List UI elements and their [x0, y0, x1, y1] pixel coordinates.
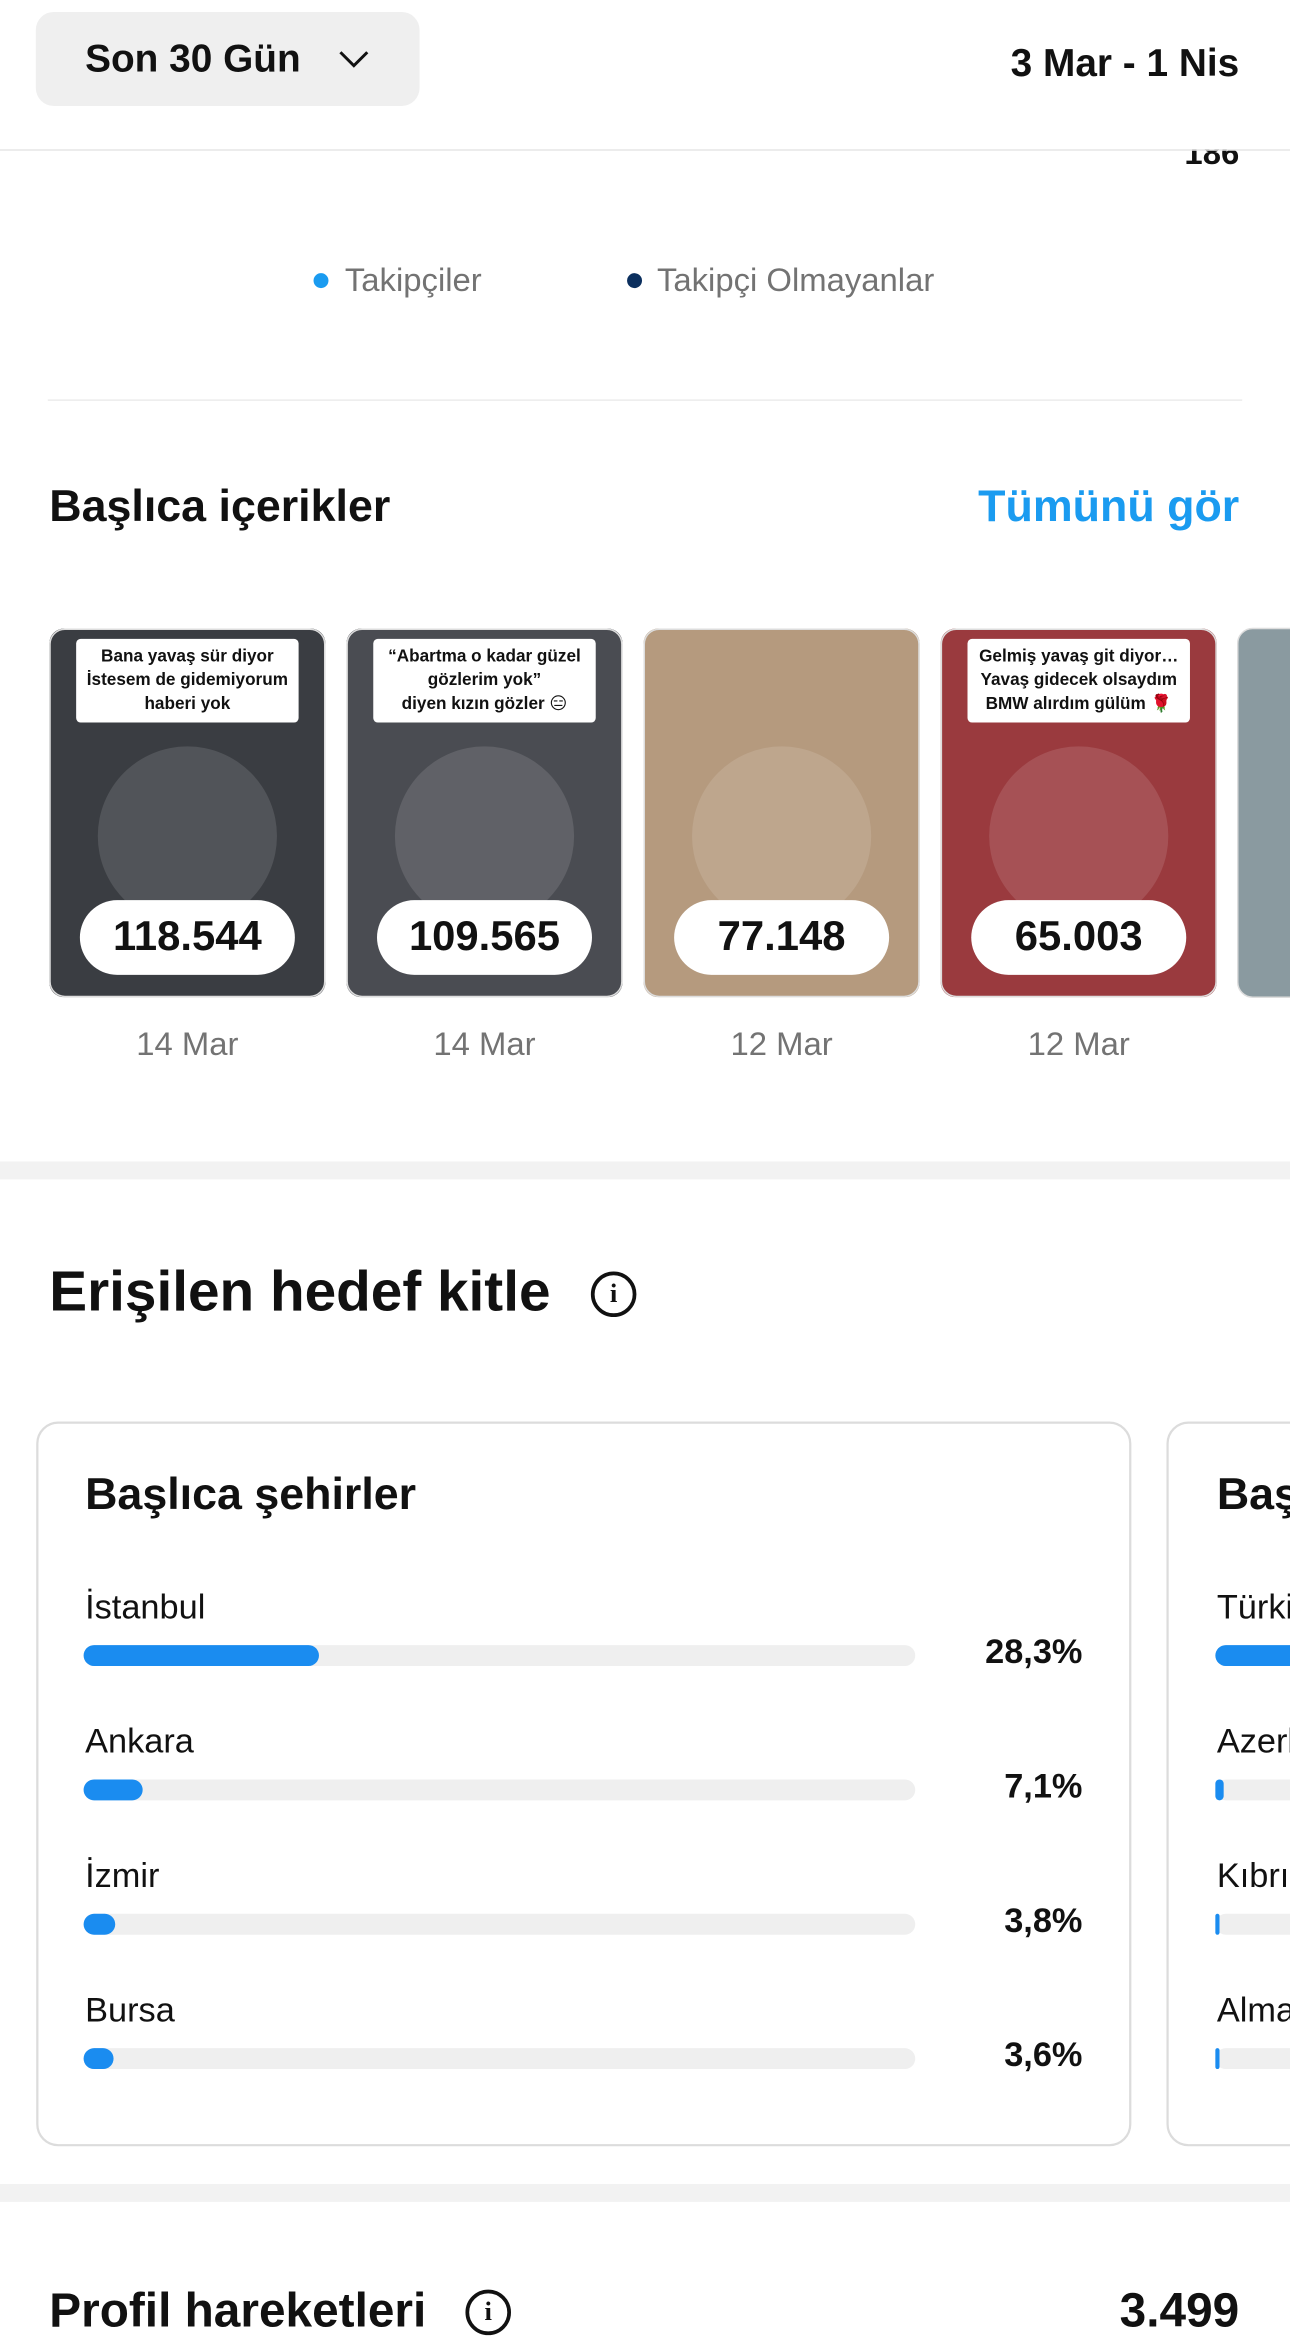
bar — [1215, 2048, 1220, 2070]
thumbnail[interactable]: 77.148 — [643, 628, 920, 998]
bar-value: 3,8% — [1004, 1902, 1082, 1940]
thumbnail-shape — [989, 746, 1169, 926]
bar-label: Kıbrıs — [1217, 1857, 1290, 1895]
section-gap — [0, 2184, 1290, 2202]
bar-label: Ankara — [85, 1723, 195, 1761]
thumbnail-shape — [692, 746, 872, 926]
thumbnail-border — [643, 628, 920, 998]
caption-line: BMW alırdım gülüm 🌹 — [986, 692, 1172, 713]
section-title: Başlıca içerikler — [49, 481, 390, 531]
item-value: 77.148 — [718, 912, 846, 959]
bar-label: İzmir — [85, 1856, 159, 1895]
thumbnail-border — [346, 628, 623, 998]
caption-line: Bana yavaş sür diyor — [101, 645, 274, 665]
thumbnail-shape — [394, 746, 575, 926]
legend-label: Takipçiler — [345, 261, 482, 298]
section-title: Profil hareketleri — [49, 2285, 426, 2338]
bar-track — [83, 1779, 916, 1801]
info-glyph[interactable]: i — [610, 1278, 618, 1308]
caption-line: gözlerim yok” — [428, 669, 541, 689]
period-label[interactable]: Son 30 Gün — [85, 37, 301, 80]
bar — [1215, 1645, 1290, 1666]
value-pill — [376, 900, 592, 975]
section-title: Erişilen hedef kitle — [49, 1261, 550, 1324]
caption-bg — [76, 638, 299, 723]
thumbnail-shape — [97, 746, 277, 926]
thumbnail[interactable]: “Abartma o kadar güzel gözlerim yok” diyen… — [346, 628, 623, 998]
period-dropdown[interactable] — [35, 11, 420, 106]
bar-value: 3,6% — [1004, 2036, 1082, 2074]
bar-label: Bursa — [85, 1991, 176, 2029]
item-value: 118.544 — [113, 912, 263, 959]
section-gap — [0, 1161, 1290, 1180]
bar — [83, 1913, 116, 1935]
thumbnail-border — [940, 628, 1217, 998]
bar-label: Azerbaycan — [1217, 1723, 1290, 1761]
item-date: 14 Mar — [433, 1025, 535, 1062]
bar-track — [1215, 1779, 1290, 1801]
card-title: Başlıca şehirler — [85, 1469, 416, 1519]
bar — [83, 1645, 319, 1666]
caption-line: haberi yok — [144, 693, 230, 713]
value-pill — [79, 900, 295, 975]
value-pill — [971, 900, 1187, 975]
thumbnail[interactable]: Bana yavaş sür diyor İstesem de gidemiyor… — [49, 628, 326, 998]
chevron[interactable] — [339, 51, 369, 68]
caption-line: Yavaş gidecek olsaydım — [980, 669, 1176, 689]
bar-label: Almanya — [1217, 1991, 1290, 2029]
bar — [83, 2048, 114, 2070]
thumbnail-border — [49, 628, 326, 998]
bar — [1215, 1779, 1224, 1801]
legend-label: Takipçi Olmayanlar — [657, 261, 934, 298]
caption-bg — [967, 638, 1190, 723]
info-glyph[interactable]: i — [484, 2296, 492, 2326]
profile-value: 3.499 — [1120, 2285, 1240, 2338]
bar-value: 7,1% — [1004, 1767, 1082, 1805]
see-all[interactable]: Tümünü gör — [978, 481, 1239, 531]
value-pill — [674, 900, 890, 975]
item-value: 65.003 — [1015, 912, 1143, 959]
bar-value: 28,3% — [985, 1633, 1082, 1671]
bar — [83, 1779, 143, 1801]
item-date: 12 Mar — [1028, 1025, 1130, 1062]
bar — [1215, 1913, 1220, 1935]
info-icon[interactable] — [590, 1271, 637, 1318]
bar-label: İstanbul — [85, 1587, 205, 1626]
thumbnail-partial[interactable] — [1237, 627, 1290, 998]
caption-bg — [373, 638, 596, 723]
item-date: 12 Mar — [731, 1025, 833, 1062]
bar-track — [1215, 1913, 1290, 1935]
bar-track — [83, 2048, 916, 2070]
bar-track — [83, 1913, 916, 1935]
info-icon[interactable] — [465, 2289, 511, 2336]
date-range: 3 Mar - 1 Nis — [1011, 42, 1240, 85]
caption-line: “Abartma o kadar güzel — [388, 645, 581, 665]
bar-track — [1215, 2048, 1290, 2070]
card-title: Başlıca ülkeler — [1217, 1469, 1290, 1519]
caption-line: Gelmiş yavaş git diyor… — [979, 645, 1178, 665]
legend-dot — [627, 273, 643, 289]
caption-line: İstesem de gidemiyorum — [87, 669, 288, 689]
bar-label: Türkiye — [1217, 1588, 1290, 1626]
legend-dot — [313, 273, 329, 289]
thumbnail[interactable]: Gelmiş yavaş git diyor… Yavaş gidecek ols… — [940, 628, 1217, 998]
item-date: 14 Mar — [136, 1025, 238, 1062]
caption-line: diyen kızın gözler 😑 — [402, 693, 568, 713]
item-value: 109.565 — [409, 912, 560, 959]
